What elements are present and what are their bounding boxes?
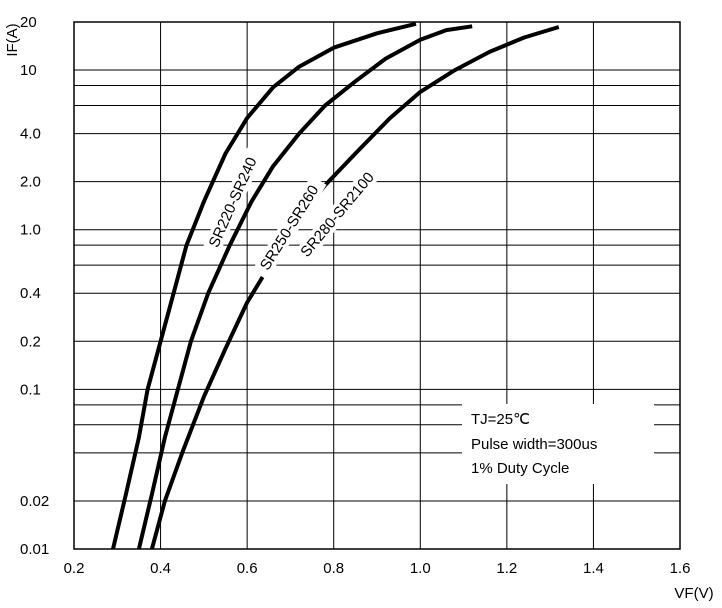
y-tick-label-0: 0.01 [20,541,49,558]
x-tick-label-2: 0.6 [237,560,258,577]
x-tick-label-3: 0.8 [323,560,344,577]
y-tick-label-9: 20 [20,14,37,31]
x-tick-label-0: 0.2 [64,560,85,577]
note-pulse-width: Pulse width=300us [471,436,597,453]
y-tick-label-3: 0.2 [20,333,41,350]
y-tick-label-6: 2.0 [20,174,41,191]
x-tick-label-7: 1.6 [670,560,691,577]
series-line-0 [111,21,417,550]
y-tick-label-7: 4.0 [20,126,41,143]
x-tick-label-6: 1.4 [583,560,604,577]
y-tick-label-4: 0.4 [20,285,41,302]
plot-frame [73,21,681,550]
test-conditions-note: TJ=25℃ Pulse width=300us 1% Duty Cycle [462,404,654,484]
note-temperature: TJ=25℃ [471,411,530,428]
series-label-bg-2 [294,165,381,264]
y-tick-label-5: 1.0 [20,222,41,239]
series-line-1 [136,24,473,550]
note-background [462,404,654,484]
x-tick-label-1: 0.4 [150,560,171,577]
x-axis-label: VF(V) [674,585,713,602]
x-tick-label-5: 1.2 [496,560,517,577]
y-axis-label: IF(A) [4,23,21,56]
x-tick-labels: 0.2 0.4 0.6 0.8 1.0 1.2 1.4 1.6 [64,560,691,577]
y-tick-labels: 0.01 0.02 0.1 0.2 0.4 1.0 2.0 4.0 10 20 [20,14,49,558]
series-label-bg-0 [201,147,264,258]
x-tick-label-4: 1.0 [410,560,431,577]
series-label-bg-1 [251,175,327,280]
y-tick-label-1: 0.02 [20,493,49,510]
y-tick-label-2: 0.1 [20,381,41,398]
note-duty-cycle: 1% Duty Cycle [471,460,569,477]
y-tick-label-8: 10 [20,62,37,79]
